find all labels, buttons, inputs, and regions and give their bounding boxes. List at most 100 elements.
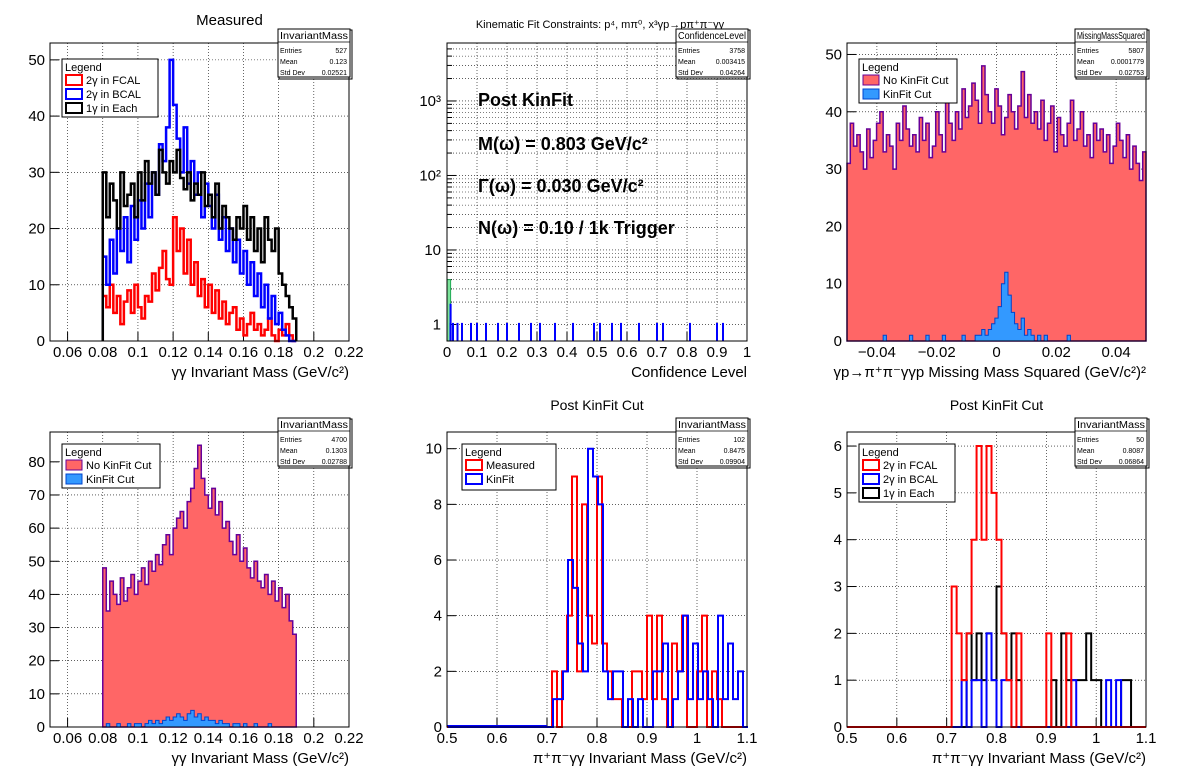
- legend-title: Legend: [65, 447, 102, 459]
- x-tick-label: 0.18: [264, 344, 293, 361]
- panel-title: Kinematic Fit Constraints: p⁴, mπ⁰, x³γp…: [476, 19, 725, 31]
- x-tick-label: 1: [693, 730, 701, 747]
- stats-shadow: [676, 29, 751, 80]
- x-tick-label: 0: [443, 344, 451, 361]
- annotation: Post KinFit: [478, 90, 573, 110]
- stats-value: 4700: [331, 437, 347, 444]
- stats-value: 50: [1136, 437, 1144, 444]
- annotation: Γ(ω) = 0.030 GeV/c²: [478, 176, 644, 196]
- legend-label: KinFit Cut: [86, 474, 134, 486]
- stats-label: Std Dev: [280, 459, 305, 466]
- y-tick-label: 40: [28, 108, 45, 125]
- legend-swatch: [65, 473, 83, 485]
- x-tick-label: 0.12: [159, 344, 188, 361]
- stats-box-1: ConfidenceLevel Entries 3758 Mean 0.003415 St…: [675, 28, 751, 80]
- x-tick-label: −0.04: [858, 344, 896, 361]
- legend-label: No KinFit Cut: [883, 75, 948, 87]
- stats-label: Entries: [678, 48, 700, 55]
- legend-swatch: [862, 459, 880, 471]
- y-tick-label: 10: [28, 277, 45, 294]
- x-tick-label: 0.5: [837, 730, 858, 747]
- stats-value: 3758: [729, 48, 745, 55]
- y-tick-label: 50: [28, 553, 45, 570]
- stats-shadow: [1075, 29, 1150, 80]
- y-tick-label: 2: [834, 625, 842, 642]
- y-tick-label: 0: [834, 333, 842, 350]
- legend-title: Legend: [65, 62, 102, 74]
- y-tick-label: 10: [28, 686, 45, 703]
- legend-title: Legend: [862, 447, 899, 459]
- plot-frame-5: [846, 431, 1147, 728]
- x-tick-label: 1.1: [1136, 730, 1157, 747]
- y-tick-label: 4: [434, 608, 442, 625]
- stats-box-0: InvariantMass Entries 527 Mean 0.123 Std Dev 0…: [277, 28, 353, 80]
- legend-title: Legend: [465, 447, 502, 459]
- legend-swatch: [862, 88, 880, 100]
- x-tick-label: 0.1: [467, 344, 488, 361]
- y-tick-label: 10: [424, 242, 441, 259]
- legend-swatch: [65, 74, 83, 86]
- stats-title: MissingMassSquared: [1077, 31, 1145, 42]
- legend-swatch: [465, 459, 483, 471]
- stats-box-3: InvariantMass Entries 4700 Mean 0.1303 Std De…: [277, 417, 353, 469]
- stats-title: ConfidenceLevel: [678, 31, 746, 42]
- y-tick-label: 60: [28, 520, 45, 537]
- stats-title: InvariantMass: [1077, 420, 1145, 431]
- x-tick-label: 1: [1092, 730, 1100, 747]
- plot-frame-1: [446, 42, 748, 342]
- x-tick-label: 0.08: [88, 730, 117, 747]
- y-tick-label: 2: [434, 663, 442, 680]
- legend-label: Measured: [486, 460, 535, 472]
- x-tick-label: 0.6: [617, 344, 638, 361]
- stats-label: Std Dev: [678, 459, 703, 466]
- y-tick-label: 20: [28, 653, 45, 670]
- x-tick-label: 0.16: [229, 730, 258, 747]
- series-line-2γ in FCAL: [101, 216, 297, 343]
- y-tick-label: 0: [37, 333, 45, 350]
- x-tick-label: 0.7: [537, 730, 558, 747]
- series-fill-kinfit-cut: [102, 709, 297, 728]
- legend-swatch: [65, 459, 83, 471]
- plot-frame-4: [446, 431, 748, 728]
- legend-swatch: [862, 74, 880, 86]
- stats-value: 0.1303: [326, 448, 348, 455]
- legend-label: 1γ in Each: [86, 103, 137, 115]
- x-tick-label: 0.1: [128, 344, 149, 361]
- x-tick-label: 0.9: [637, 730, 658, 747]
- legend-swatch: [65, 88, 83, 100]
- x-tick-label: 0.08: [88, 344, 117, 361]
- y-tick-label: 20: [28, 221, 45, 238]
- panel-title: Post KinFit Cut: [950, 397, 1043, 413]
- stats-title: InvariantMass: [678, 420, 746, 431]
- y-tick-label: 50: [28, 52, 45, 69]
- stats-label: Std Dev: [280, 70, 305, 77]
- stats-label: Entries: [280, 48, 302, 55]
- stats-label: Mean: [1077, 59, 1095, 66]
- x-axis-title: π⁺π⁻γγ Invariant Mass (GeV/c²): [932, 750, 1146, 767]
- y-tick-label: 1: [433, 316, 441, 333]
- stats-label: Mean: [280, 59, 298, 66]
- y-tick-label: 6: [434, 552, 442, 569]
- stats-label: Mean: [1077, 448, 1095, 455]
- x-tick-label: 0.2: [497, 344, 518, 361]
- stats-label: Mean: [280, 448, 298, 455]
- stats-label: Entries: [280, 437, 302, 444]
- stats-box-5: InvariantMass Entries 50 Mean 0.8087 Std Dev 0…: [1074, 417, 1150, 469]
- stats-value: 0.09904: [720, 459, 745, 466]
- series-fill-no-kinfit-cut: [846, 65, 1147, 342]
- y-tick-label: 50: [825, 46, 842, 63]
- stats-value: 0.04264: [720, 70, 745, 77]
- stats-box-frame: [1074, 28, 1148, 78]
- x-tick-label: 0.22: [334, 730, 363, 747]
- y-tick-label: 30: [28, 164, 45, 181]
- y-tick-label: 4: [834, 532, 842, 549]
- legend-label: 1γ in Each: [883, 488, 934, 500]
- y-tick-label: 40: [825, 104, 842, 121]
- y-tick-label: 10: [825, 276, 842, 293]
- y-tick-label: 20: [825, 218, 842, 235]
- y-tick-label: 80: [28, 454, 45, 471]
- legend-label: 2γ in BCAL: [86, 89, 141, 101]
